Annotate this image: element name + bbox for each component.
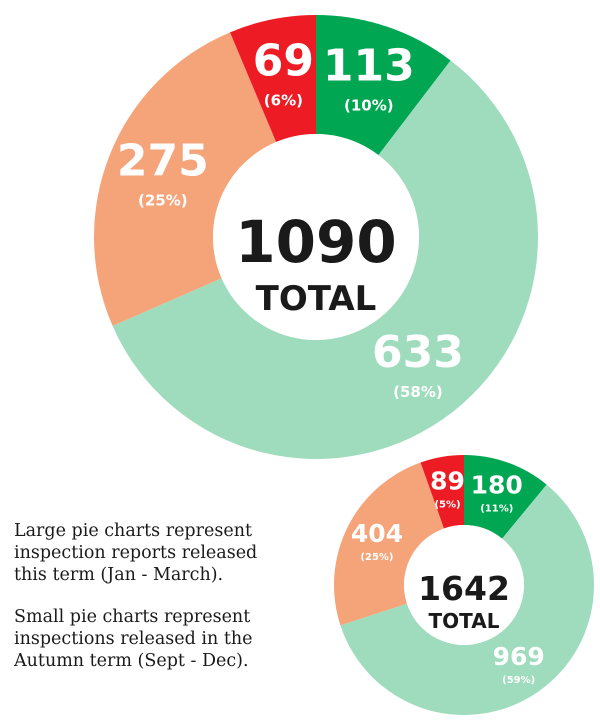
large-slice-275 — [94, 32, 277, 326]
small-slice-value-89: 89 — [430, 466, 465, 495]
small-slice-value-180: 180 — [471, 471, 523, 500]
small-slice-180 — [464, 455, 547, 539]
small-total-label: TOTAL — [429, 609, 500, 633]
small-slice-value-404: 404 — [351, 519, 403, 548]
large-slice-pct-275: (25%) — [138, 192, 188, 210]
small-slice-969 — [340, 484, 594, 715]
large-slice-value-69: 69 — [253, 35, 314, 86]
large-slice-pct-69: (6%) — [264, 91, 303, 109]
small-slice-pct-89: (5%) — [434, 499, 460, 510]
small-slice-pct-404: (25%) — [360, 552, 393, 563]
caption: Large pie charts represent inspection re… — [14, 520, 334, 692]
large-total-value: 1090 — [235, 208, 396, 276]
small-slice-pct-969: (59%) — [502, 675, 535, 686]
large-slice-633 — [112, 60, 538, 459]
small-donut-hole — [404, 525, 524, 645]
large-slice-value-113: 113 — [323, 41, 415, 92]
caption-large-charts: Large pie charts represent inspection re… — [14, 521, 258, 585]
large-slice-113 — [316, 15, 451, 156]
small-slice-value-969: 969 — [493, 642, 545, 671]
large-donut-hole — [213, 134, 419, 340]
small-slice-pct-180: (11%) — [480, 504, 513, 515]
large-slice-value-275: 275 — [117, 136, 209, 187]
caption-small-charts: Small pie charts represent inspections r… — [14, 607, 253, 671]
large-slice-pct-633: (58%) — [393, 383, 443, 401]
large-total-label: TOTAL — [256, 279, 377, 319]
small-slice-89 — [420, 455, 464, 529]
small-total-value: 1642 — [418, 569, 510, 608]
small-slice-404 — [334, 462, 444, 626]
large-slice-pct-113: (10%) — [344, 97, 394, 115]
large-slice-69 — [230, 15, 316, 143]
large-slice-value-633: 633 — [372, 327, 464, 378]
